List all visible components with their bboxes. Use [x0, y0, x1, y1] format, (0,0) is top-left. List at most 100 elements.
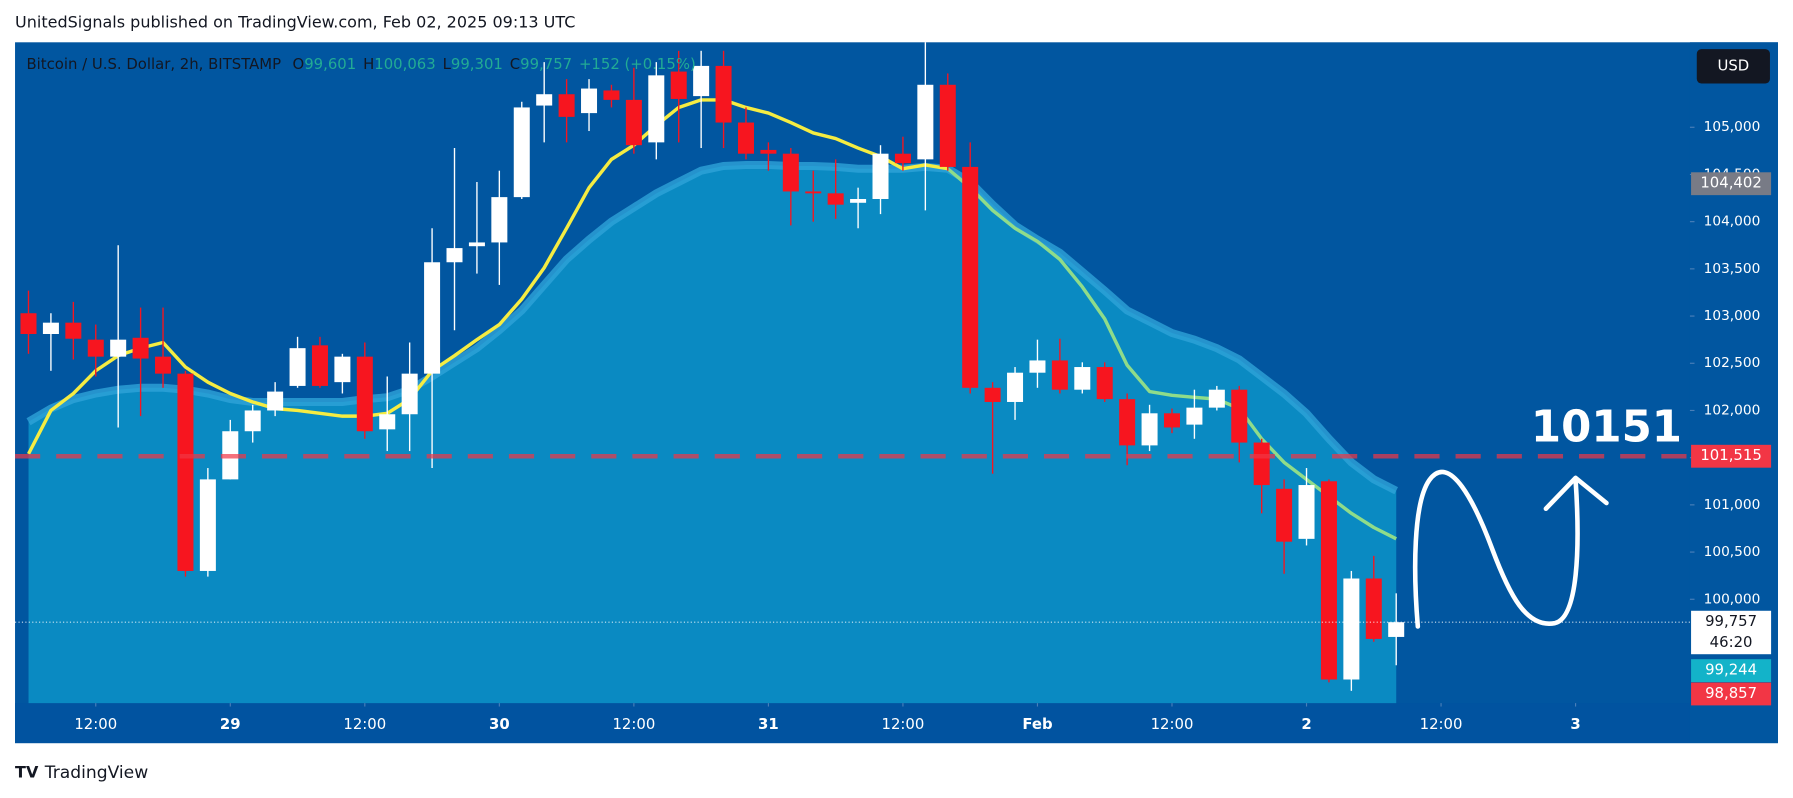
ma-line — [27, 98, 949, 455]
candle-body — [827, 193, 844, 205]
price-badge-label: 99,244 — [1705, 661, 1757, 679]
candle-body — [962, 166, 979, 388]
candle-body — [199, 479, 216, 571]
candle-body — [603, 90, 620, 100]
price-badge — [1691, 172, 1772, 196]
time-axis — [15, 703, 1690, 744]
candle-body — [850, 199, 867, 203]
candle-layer — [20, 42, 1405, 691]
candle-body — [379, 414, 396, 430]
candle-body — [110, 339, 127, 357]
y-tick-label: 103,000 — [1704, 308, 1761, 324]
y-tick-label: 104,000 — [1704, 214, 1761, 230]
candle-body — [737, 122, 754, 154]
area-fill — [28, 164, 1397, 704]
x-tick-label: 12:00 — [612, 715, 655, 733]
legend-symbol: Bitcoin / U.S. Dollar, 2h, BITSTAMP — [26, 55, 281, 73]
x-tick-label: 31 — [758, 715, 779, 733]
candle-body — [581, 88, 598, 114]
price-badge — [1691, 682, 1772, 706]
x-tick-label: Feb — [1022, 715, 1052, 733]
legend-key: C — [510, 55, 520, 73]
candle-body — [1074, 367, 1091, 390]
y-tick-label: 100,500 — [1704, 544, 1761, 560]
x-tick-label: 30 — [489, 715, 510, 733]
candle-body — [42, 322, 59, 335]
candle-body — [872, 153, 889, 200]
drawn-arrowhead — [1543, 475, 1609, 512]
y-tick-label: 103,500 — [1704, 261, 1761, 277]
candle-body — [894, 153, 911, 164]
price-badge-label: 101,515 — [1700, 446, 1761, 464]
legend-value: 100,063 — [374, 55, 435, 73]
x-tick-label: 29 — [220, 715, 241, 733]
candle-body — [984, 387, 1001, 402]
legend-key: H — [363, 55, 374, 73]
candle-body — [1365, 578, 1382, 639]
legend-value: 99,757 — [520, 55, 572, 73]
price-badge-label: 104,402 — [1700, 174, 1761, 192]
x-tick-label: 12:00 — [343, 715, 386, 733]
candle-body — [65, 322, 82, 339]
candle-body — [1007, 372, 1024, 402]
brand-name: TradingView — [44, 763, 148, 783]
candle-body — [1343, 578, 1360, 680]
price-badge — [1691, 610, 1772, 655]
candle-body — [693, 65, 710, 97]
candle-body — [1388, 622, 1405, 637]
candle-body — [289, 348, 306, 386]
y-tick-label: 102,000 — [1704, 402, 1761, 418]
candle-body — [424, 262, 441, 374]
candle-body — [648, 75, 665, 143]
y-tick-label: 105,000 — [1704, 119, 1761, 135]
candle-body — [670, 71, 687, 99]
candle-body — [491, 197, 508, 243]
candle-body — [87, 339, 104, 357]
candle-body — [446, 248, 463, 263]
candle-body — [805, 191, 822, 194]
candle-body — [468, 242, 485, 247]
candle-body — [311, 345, 328, 386]
candle-body — [513, 107, 530, 198]
candle-body — [1208, 389, 1225, 408]
overlay-layer: 100,000100,500101,000101,500102,000102,5… — [15, 119, 1772, 733]
candle-body — [132, 337, 149, 359]
candle-body — [1141, 413, 1158, 446]
candle-body — [917, 84, 934, 160]
brand-logo: TV — [15, 762, 39, 781]
legend-change: +152 (+0.15%) — [579, 55, 696, 73]
candle-body — [267, 391, 284, 411]
price-badge — [1691, 659, 1772, 683]
legend-value: 99,301 — [451, 55, 503, 73]
legend-key: L — [443, 55, 452, 73]
candle-body — [715, 65, 732, 123]
drawn-path — [1412, 469, 1580, 629]
currency-badge — [1696, 49, 1770, 84]
candle-body — [939, 84, 956, 167]
x-tick-label: 12:00 — [882, 715, 925, 733]
candle-body — [782, 153, 799, 192]
candle-body — [1320, 481, 1337, 680]
candle-body — [20, 313, 37, 335]
candle-body — [625, 99, 642, 146]
price-badge — [1691, 444, 1772, 468]
publish-header: UnitedSignals published on TradingView.c… — [15, 12, 575, 31]
candle-body — [1231, 389, 1248, 443]
y-tick-label: 101,000 — [1704, 497, 1761, 513]
candle-body — [401, 373, 418, 415]
x-tick-label: 12:00 — [1420, 715, 1463, 733]
candle-body — [1276, 488, 1293, 542]
x-tick-label: 12:00 — [1151, 715, 1194, 733]
candle-body — [760, 149, 777, 154]
x-tick-label: 12:00 — [74, 715, 117, 733]
candle-body — [536, 94, 553, 106]
candle-body — [1298, 485, 1315, 539]
y-tick-label: 100,000 — [1704, 591, 1761, 607]
candle-body — [1119, 399, 1136, 446]
candle-body — [1163, 413, 1180, 428]
candle-body — [177, 373, 194, 571]
price-badge-label: 99,757 — [1705, 612, 1757, 630]
candle-body — [155, 356, 172, 374]
